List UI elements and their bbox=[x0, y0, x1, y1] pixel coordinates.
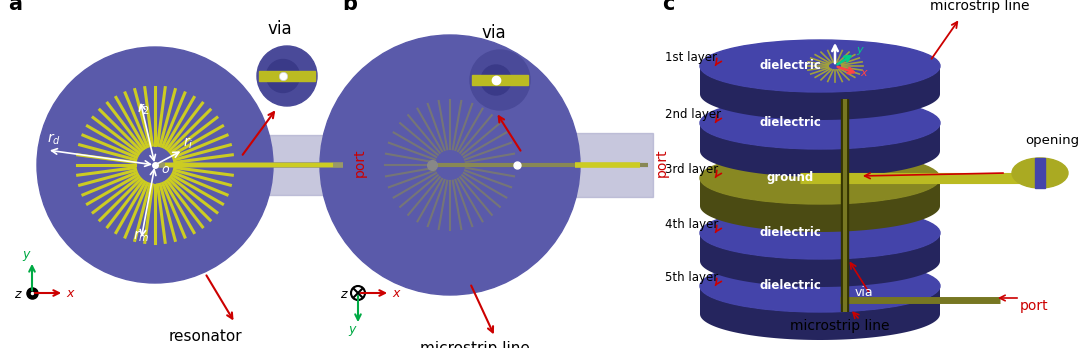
Text: microstrip line: microstrip line bbox=[791, 319, 890, 333]
Text: $r_i$: $r_i$ bbox=[183, 136, 193, 151]
Text: c: c bbox=[662, 0, 674, 14]
Text: 3rd layer: 3rd layer bbox=[665, 163, 718, 176]
Text: $y$: $y$ bbox=[348, 324, 357, 338]
Bar bbox=[261, 135, 351, 195]
Bar bbox=[565, 133, 653, 197]
Ellipse shape bbox=[700, 152, 940, 204]
Text: resonator: resonator bbox=[168, 329, 242, 344]
Text: dielectric: dielectric bbox=[759, 279, 821, 292]
Text: $z$: $z$ bbox=[340, 288, 349, 301]
Circle shape bbox=[351, 286, 365, 300]
Circle shape bbox=[37, 47, 273, 283]
Text: port: port bbox=[353, 149, 367, 177]
Text: 4th layer: 4th layer bbox=[665, 218, 718, 231]
Bar bbox=[472, 75, 528, 85]
Text: 2nd layer: 2nd layer bbox=[665, 108, 721, 121]
Text: dielectric: dielectric bbox=[759, 226, 821, 239]
Text: a: a bbox=[8, 0, 22, 14]
Text: port: port bbox=[1020, 299, 1049, 313]
Polygon shape bbox=[700, 123, 940, 177]
Text: port: port bbox=[654, 149, 669, 177]
Text: microstrip line: microstrip line bbox=[420, 341, 530, 348]
Bar bbox=[1035, 158, 1045, 188]
Text: dielectric: dielectric bbox=[759, 116, 821, 129]
Text: 1st layer: 1st layer bbox=[665, 51, 717, 64]
Ellipse shape bbox=[700, 260, 940, 312]
Text: via: via bbox=[267, 20, 292, 38]
Ellipse shape bbox=[700, 207, 940, 259]
Text: $y$: $y$ bbox=[856, 45, 865, 57]
Text: $r_m$: $r_m$ bbox=[133, 229, 149, 244]
Bar bbox=[259, 71, 315, 81]
Text: $x$: $x$ bbox=[860, 68, 869, 78]
Text: $z$: $z$ bbox=[837, 31, 845, 41]
Ellipse shape bbox=[700, 40, 940, 92]
Circle shape bbox=[481, 65, 511, 95]
Text: microstrip line: microstrip line bbox=[930, 0, 1029, 13]
Circle shape bbox=[320, 35, 580, 295]
Text: $y$: $y$ bbox=[22, 249, 31, 263]
Polygon shape bbox=[700, 286, 940, 340]
Ellipse shape bbox=[1012, 158, 1068, 188]
Text: $z$: $z$ bbox=[14, 288, 23, 301]
Text: opening: opening bbox=[1025, 134, 1079, 147]
Polygon shape bbox=[700, 178, 940, 232]
Text: 5th layer: 5th layer bbox=[665, 271, 718, 284]
Text: ground: ground bbox=[767, 171, 813, 184]
Text: $r_2$: $r_2$ bbox=[137, 102, 150, 117]
Text: via: via bbox=[855, 286, 874, 299]
Polygon shape bbox=[700, 233, 940, 287]
Text: b: b bbox=[342, 0, 357, 14]
Text: dielectric: dielectric bbox=[759, 59, 821, 72]
Ellipse shape bbox=[700, 97, 940, 149]
Polygon shape bbox=[700, 66, 940, 120]
Text: via: via bbox=[482, 24, 507, 42]
Text: $x$: $x$ bbox=[66, 287, 76, 300]
Text: $x$: $x$ bbox=[392, 287, 402, 300]
Text: $r_d$: $r_d$ bbox=[48, 132, 60, 148]
Text: $o$: $o$ bbox=[161, 163, 170, 176]
Circle shape bbox=[257, 46, 318, 106]
Circle shape bbox=[470, 50, 530, 110]
Circle shape bbox=[267, 60, 299, 93]
